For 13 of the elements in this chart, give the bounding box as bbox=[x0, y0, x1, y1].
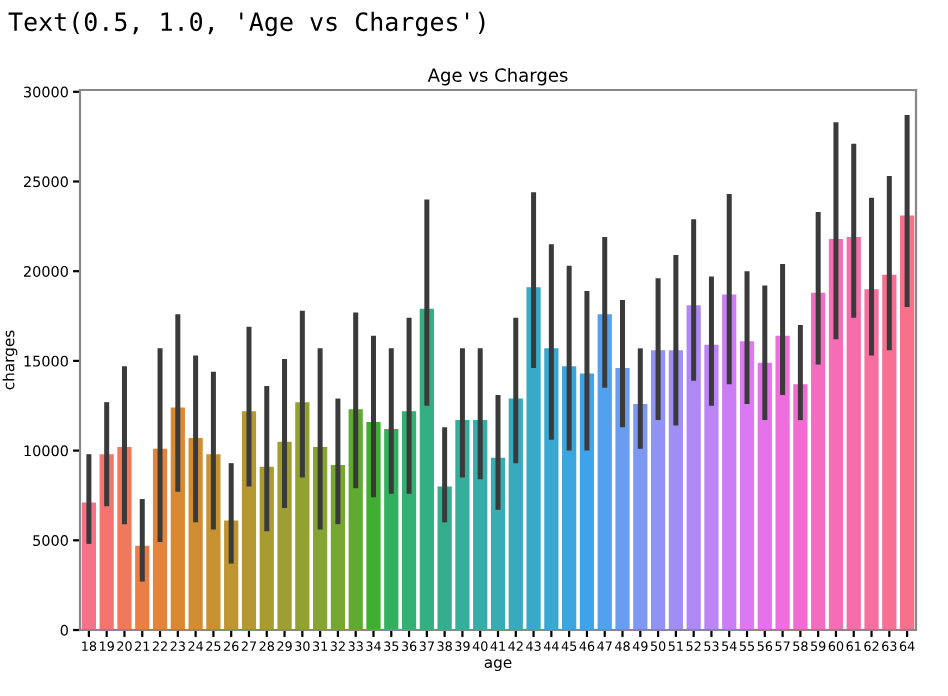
bar bbox=[899, 215, 915, 630]
bar bbox=[597, 314, 612, 630]
chart-title: Age vs Charges bbox=[427, 67, 568, 86]
text: Text(0.5, 1.0, 'Age vs Charges') bbox=[8, 11, 485, 37]
bar bbox=[686, 305, 701, 630]
bar bbox=[704, 344, 719, 630]
bar bbox=[811, 292, 826, 630]
bar bbox=[757, 362, 772, 630]
bar bbox=[775, 335, 790, 630]
bar bbox=[739, 341, 755, 630]
bar bbox=[633, 403, 648, 630]
bar bbox=[793, 384, 808, 630]
bar bbox=[615, 368, 630, 630]
